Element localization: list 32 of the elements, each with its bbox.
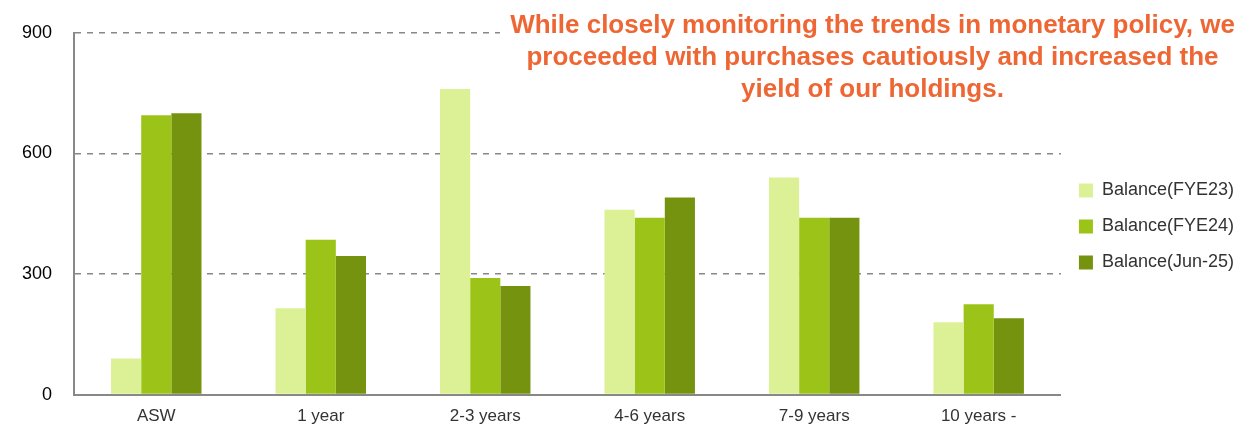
bar [604,209,635,394]
bar [111,358,142,394]
bar [470,278,501,394]
bar [829,217,860,394]
bar [171,113,202,394]
bar [963,304,994,394]
bar [768,177,800,394]
bar [500,286,531,394]
bar [933,322,964,394]
y-tick-label: 600 [21,142,53,163]
bar [440,89,471,394]
x-tick-label: 2-3 years [449,406,521,426]
x-tick-label: ASW [136,406,176,426]
legend-label: Balance(Jun-25) [1101,251,1234,272]
bar [993,318,1024,394]
bar [335,255,366,394]
y-tick-label: 900 [21,21,53,42]
chart-title: While closely monitoring the trends in monetary policy, we proceeded with purchases cautiously and increased the yield of our holdings. [500,8,1245,104]
legend-label: Balance(FYE23) [1101,179,1234,200]
x-tick-label: 1 year [297,406,345,426]
y-tick-label: 0 [42,383,53,404]
bar [664,197,695,394]
bar [141,115,172,394]
x-tick-label: 4-6 years [614,406,686,426]
legend-label: Balance(FYE24) [1101,215,1234,236]
bar [634,217,665,394]
x-tick-label: 10 years - [940,406,1017,426]
bar [305,239,336,394]
y-tick-label: 300 [21,262,53,283]
x-tick-label: 7-9 years [778,406,850,426]
bar [275,308,306,394]
bar [799,217,830,394]
